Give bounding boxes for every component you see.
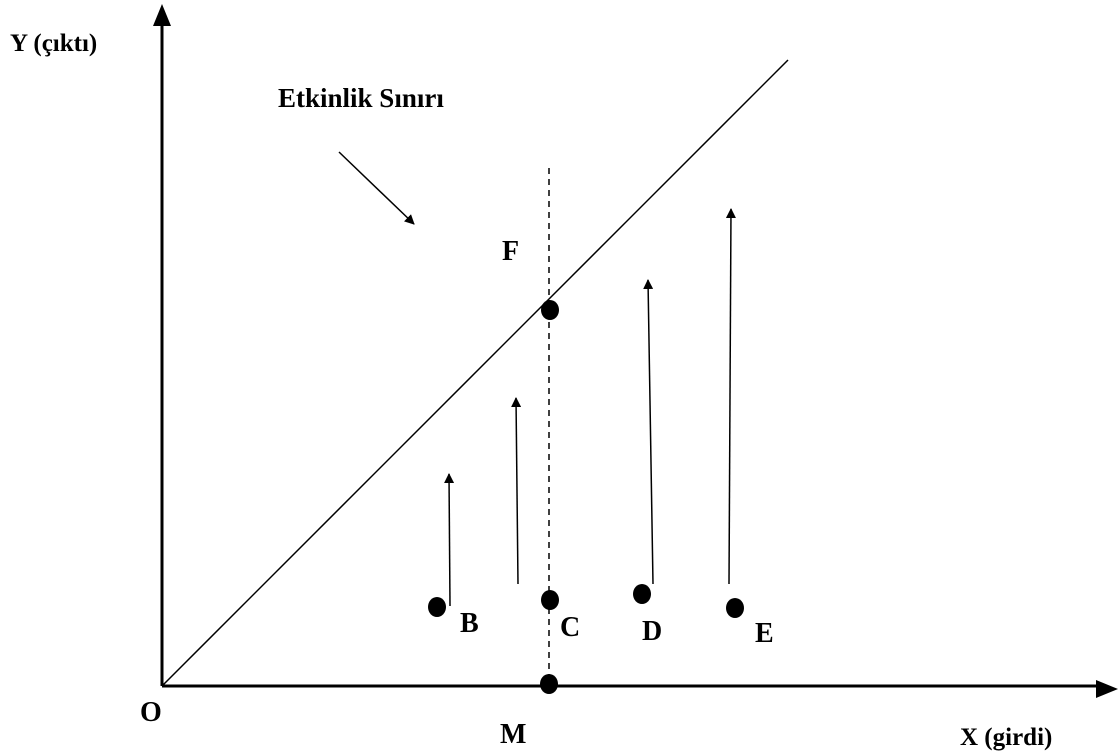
- arrow-b: [444, 473, 455, 607]
- y-axis-label: Y (çıktı): [10, 30, 97, 57]
- point-b: [428, 597, 446, 617]
- point-b-label: B: [460, 608, 479, 639]
- origin-label: O: [140, 697, 162, 728]
- x-axis-label: X (girdi): [960, 724, 1052, 751]
- arrow-d: [643, 279, 654, 585]
- point-m: [540, 674, 558, 694]
- y-axis-arrowhead: [153, 4, 171, 26]
- efficiency-frontier-line: [161, 59, 789, 687]
- point-d: [633, 584, 651, 604]
- arrow-c: [511, 397, 522, 585]
- point-m-label: M: [500, 719, 526, 750]
- point-e: [726, 598, 744, 618]
- point-f: [541, 300, 559, 320]
- frontier-pointer-arrow: [338, 151, 415, 225]
- frontier-label: Etkinlik Sınırı: [278, 83, 444, 113]
- point-d-label: D: [642, 616, 662, 647]
- arrow-e: [725, 208, 736, 585]
- x-axis-arrowhead: [1096, 680, 1118, 698]
- point-f-label: F: [502, 236, 519, 267]
- point-c: [541, 590, 559, 610]
- point-e-label: E: [755, 618, 774, 649]
- point-c-label: C: [560, 612, 580, 643]
